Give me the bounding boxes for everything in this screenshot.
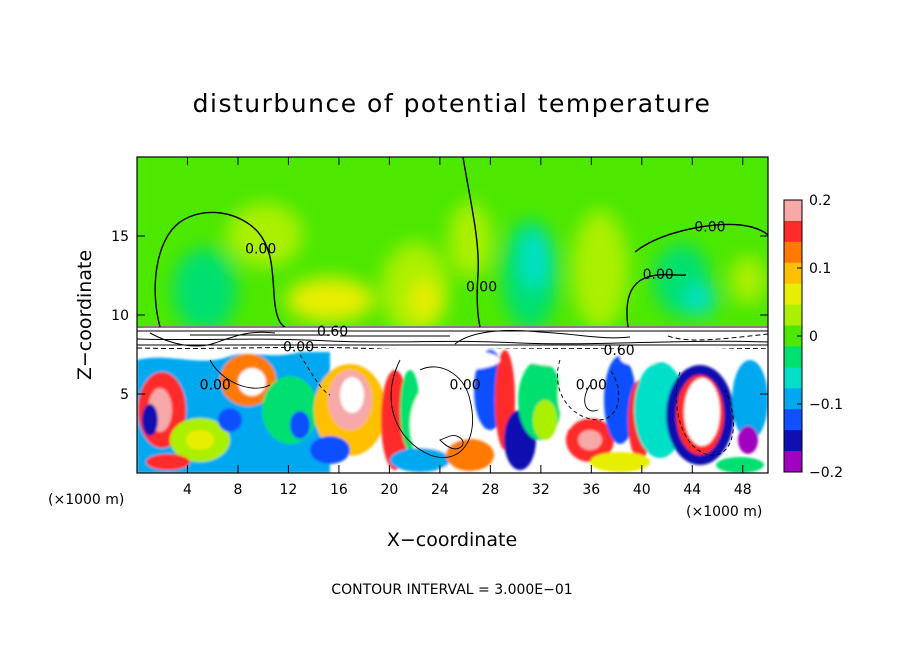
x-tick-label: 4 [183,482,192,498]
colorbar-swatch [784,451,802,473]
x-tick-label: 32 [532,482,550,498]
plot-area: 0.000.000.000.000.600.00 0.600.00 0.00 0.00 [136,156,769,474]
x-tick-label: 24 [431,482,449,498]
colorbar: 0.2 0.1 0 −0.1 −0.2 [783,193,843,481]
x-unit-label-right: (×1000 m) [686,504,762,520]
colorbar-swatch [784,388,802,410]
contour-label: 0.00 [450,378,481,394]
contour-label: 0.60 [603,343,634,359]
colorbar-swatch [784,200,802,222]
colorbar-tick-label: −0.2 [809,465,843,481]
colorbar-swatch [784,241,802,264]
colorbar-swatch [784,346,802,368]
contour-label: 0.00 [200,378,231,394]
colorbar-swatches [784,200,802,473]
colorbar-tick-label: 0.2 [809,193,831,209]
colorbar-swatch [784,262,802,285]
colorbar-tick-label: 0 [809,329,818,345]
x-tick-label: 12 [280,482,298,498]
contour-label: 0.00 [283,340,314,356]
colorbar-swatch [784,430,802,452]
contour-label: 0.00 [466,280,497,296]
contour-labels: 0.000.000.000.000.600.00 0.600.00 0.00 0.00 [200,220,726,394]
lower-contours [209,354,734,458]
x-axis-label: X−coordinate [387,529,517,551]
x-unit-label-left: (×1000 m) [48,492,124,508]
x-tick-label: 16 [330,482,348,498]
y-axis: 5 10 15 [111,229,768,403]
colorbar-swatch [784,283,802,306]
x-tick-label: 28 [481,482,499,498]
chart-title: disturbunce of potential temperature [193,89,712,118]
colorbar-tick-label: 0.1 [809,261,831,277]
x-tick-label: 48 [734,482,752,498]
contour-label: 0.60 [317,324,348,340]
colorbar-ticks: 0.2 0.1 0 −0.1 −0.2 [797,193,843,481]
lower-turbulence [137,350,768,473]
contour-label: 0.00 [245,242,276,258]
x-tick-label: 20 [380,482,398,498]
y-tick-label: 5 [120,387,129,403]
x-tick-label: 36 [582,482,600,498]
x-axis: 4 8 12 16 20 24 28 32 36 40 44 48 [183,157,752,498]
colorbar-swatch [784,220,802,243]
contour-label: 0.00 [694,220,725,236]
y-tick-label: 15 [111,229,129,245]
colorbar-swatch [784,367,802,389]
x-tick-label: 44 [683,482,701,498]
zero-contours [154,157,768,328]
y-axis-label: Z−coordinate [74,250,96,380]
contour-interval-note: CONTOUR INTERVAL = 3.000E−01 [331,582,572,598]
colorbar-swatch [784,325,802,347]
y-tick-label: 10 [111,308,129,324]
x-tick-label: 8 [233,482,242,498]
colorbar-swatch [784,409,802,431]
contour-label: 0.00 [576,378,607,394]
x-tick-label: 40 [633,482,651,498]
colorbar-tick-label: −0.1 [809,397,843,413]
upper-anomalies [173,202,766,338]
colorbar-swatch [784,304,802,327]
contour-label: 0.00 [643,267,674,283]
